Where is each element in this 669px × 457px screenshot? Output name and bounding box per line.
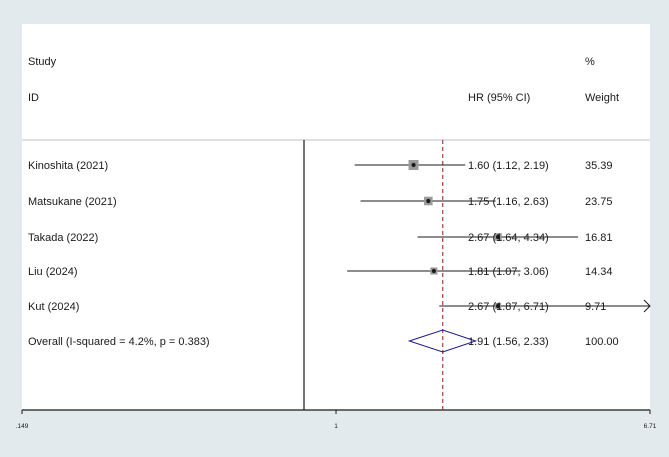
overall-diamond — [407, 329, 478, 353]
x-tick-label: 1 — [334, 423, 338, 430]
header-effect: HR (95% CI) — [468, 92, 530, 104]
header-study: Study — [28, 56, 57, 68]
point-estimate — [431, 268, 436, 274]
header-weight: Weight — [585, 92, 619, 104]
overall-ci-label: 1.91 (1.56, 2.33) — [468, 336, 549, 348]
point-estimate — [495, 234, 501, 240]
weight-label: 14.34 — [585, 266, 613, 278]
study-label: Liu (2024) — [28, 266, 78, 278]
study-row: Liu (2024) 1.81 (1.07, 3.06) 14.34 — [28, 266, 613, 278]
study-row: Kut (2024) 2.67 (1.87, 6.71) 9.71 — [28, 299, 651, 313]
study-label: Kut (2024) — [28, 301, 79, 313]
weight-label: 23.75 — [585, 196, 613, 208]
study-row: Matsukane (2021) 1.75 (1.16, 2.63) 23.75 — [28, 196, 613, 208]
ci-label: 1.81 (1.07, 3.06) — [468, 266, 549, 278]
study-row: Kinoshita (2021) 1.60 (1.12, 2.19) 35.39 — [28, 160, 613, 172]
header-id: ID — [28, 92, 39, 104]
overall-label: Overall (I-squared = 4.2%, p = 0.383) — [28, 336, 210, 348]
point-estimate — [426, 198, 431, 204]
study-label: Matsukane (2021) — [28, 196, 117, 208]
ci-label: 1.60 (1.12, 2.19) — [468, 160, 549, 172]
x-tick-label: 6.71 — [644, 423, 657, 430]
overall-row: Overall (I-squared = 4.2%, p = 0.383) 1.9… — [28, 329, 619, 353]
x-tick-label: .149 — [16, 423, 29, 430]
plot-background — [22, 24, 650, 410]
overall-weight-label: 100.00 — [585, 336, 619, 348]
study-label: Kinoshita (2021) — [28, 160, 108, 172]
ci-label: 2.67 (1.87, 6.71) — [468, 301, 549, 313]
ci-label: 2.67 (1.64, 4.34) — [468, 232, 549, 244]
weight-label: 16.81 — [585, 232, 613, 244]
point-estimate — [495, 303, 501, 309]
weight-label: 9.71 — [585, 301, 606, 313]
ci-arrow — [643, 299, 651, 313]
study-row: Takada (2022) 2.67 (1.64, 4.34) 16.81 — [28, 232, 613, 244]
point-estimate — [411, 162, 416, 168]
header-percent: % — [585, 56, 595, 68]
weight-label: 35.39 — [585, 160, 613, 172]
ci-label: 1.75 (1.16, 2.63) — [468, 196, 549, 208]
study-label: Takada (2022) — [28, 232, 98, 244]
